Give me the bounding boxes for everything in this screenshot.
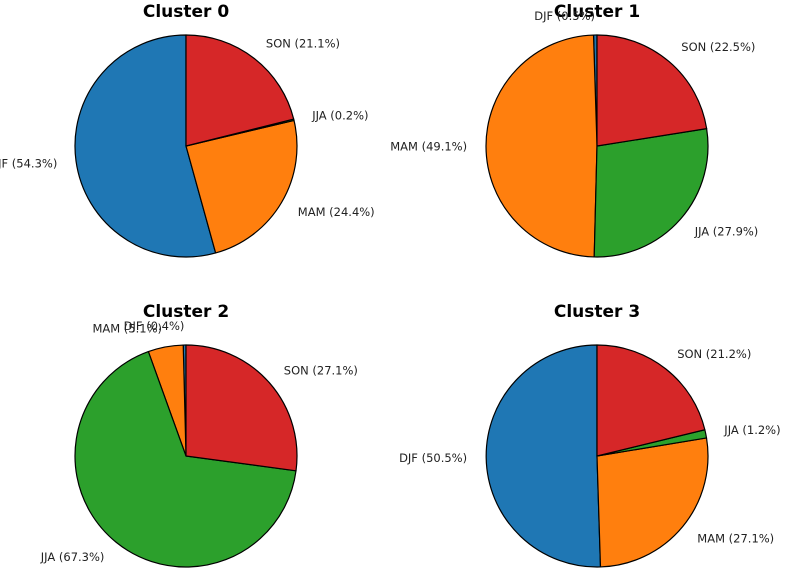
slice-label-jja: JJA (1.2%): [723, 423, 780, 437]
slice-label-djf: DJF (0.5%): [534, 9, 595, 23]
slice-label-djf: DJF (50.5%): [399, 451, 467, 465]
pie-chart-cluster-1: Cluster 1 DJF (0.5%) MAM (49.1%) JJA (27.9…: [390, 2, 759, 258]
slice-label-djf: DJF (0.4%): [124, 319, 185, 333]
slice-label-son: SON (22.5%): [681, 40, 755, 54]
pie-slice-mam: [596, 437, 709, 568]
pie-slice-jja: [74, 350, 297, 568]
slice-label-mam: MAM (27.1%): [697, 532, 774, 546]
pie-chart-cluster-0: Cluster 0 DJF (54.3%) MAM (24.4%) JJA (0.2…: [0, 2, 375, 258]
pie-chart-cluster-2: Cluster 2 DJF (0.4%)MAM (5.1%) JJA (67.3%…: [40, 302, 358, 568]
pie-slice-jja: [593, 128, 709, 258]
pie-slice-mam: [185, 119, 298, 254]
slice-label-mam: MAM (24.4%): [298, 205, 375, 219]
chart-title: Cluster 0: [143, 2, 229, 22]
pie-slice-son: [185, 344, 298, 472]
slice-label-mam: MAM (49.1%): [390, 139, 467, 153]
slice-label-son: SON (27.1%): [284, 364, 358, 378]
slice-label-djf: DJF (54.3%): [0, 157, 57, 171]
slice-label-son: SON (21.2%): [677, 347, 751, 361]
pie-slice-son: [185, 34, 295, 147]
pie-slice-son: [596, 34, 708, 147]
chart-title: Cluster 3: [554, 302, 640, 322]
pie-chart-cluster-3: Cluster 3 DJF (50.5%) MAM (27.1%) JJA (1.2…: [399, 302, 781, 568]
pie-slice-son: [596, 344, 706, 457]
pie-slice-djf: [485, 344, 602, 568]
slice-label-jja: JJA (67.3%): [40, 550, 105, 564]
slice-label-mam: MAM (5.1%): [92, 321, 162, 335]
pie-slice-mam: [485, 34, 598, 258]
chart-title: Cluster 1: [554, 2, 640, 22]
pie-slice-djf: [74, 34, 217, 258]
slice-label-jja: JJA (0.2%): [311, 108, 368, 122]
slice-label-son: SON (21.1%): [266, 37, 340, 51]
chart-title: Cluster 2: [143, 302, 229, 322]
slice-label-jja: JJA (27.9%): [694, 225, 759, 239]
